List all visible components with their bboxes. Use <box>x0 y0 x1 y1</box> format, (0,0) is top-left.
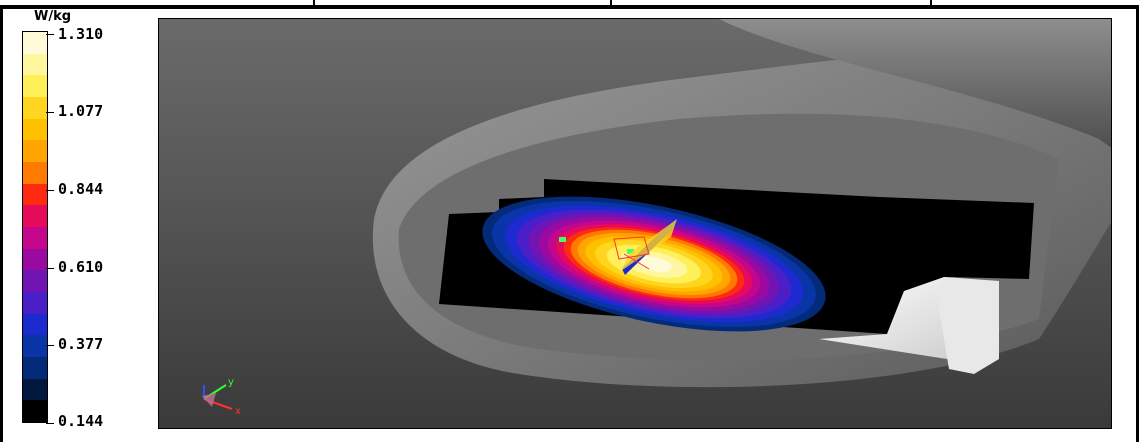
sar-3d-viewport[interactable]: x y <box>158 18 1112 429</box>
legend-tick <box>46 423 54 424</box>
legend-color-step <box>23 357 47 379</box>
legend-color-step <box>23 97 47 119</box>
legend-color-step <box>23 313 47 336</box>
table-divider <box>610 0 612 7</box>
legend-color-step <box>23 335 47 358</box>
legend-color-step <box>23 162 47 184</box>
table-border-top <box>0 0 1139 10</box>
legend-tick <box>46 345 54 346</box>
table-rule <box>0 5 1139 9</box>
legend-color-step <box>23 378 47 401</box>
legend-tick-label: 0.844 <box>58 180 104 198</box>
probe-marker <box>627 249 634 254</box>
legend-color-step <box>23 205 47 228</box>
legend-tick-label: 1.077 <box>58 102 104 120</box>
legend-color-step <box>23 118 47 141</box>
device-antenna <box>613 219 677 275</box>
legend-tick <box>46 112 54 113</box>
table-divider <box>313 0 315 7</box>
legend-tick-label: 0.610 <box>58 258 104 276</box>
legend-color-step <box>23 270 47 293</box>
axis-triad: x y <box>202 377 241 417</box>
legend-color-step <box>23 292 47 314</box>
legend-color-step <box>23 248 47 271</box>
legend-color-step <box>23 227 47 249</box>
phantom-edge <box>939 277 999 374</box>
legend-tick-label: 0.144 <box>58 412 104 430</box>
axis-y-label: y <box>228 377 234 388</box>
phantom-head-surface <box>719 19 1111 148</box>
legend-color-step <box>23 75 47 98</box>
legend-tick <box>46 190 54 191</box>
sar-hotspot <box>482 196 826 332</box>
legend-tick-label: 1.310 <box>58 25 104 43</box>
legend-color-step <box>23 53 47 76</box>
legend-tick <box>46 268 54 269</box>
table-divider <box>930 0 932 7</box>
probe-marker <box>559 237 566 242</box>
legend-color-step <box>23 140 47 163</box>
axis-x-label: x <box>235 406 241 417</box>
legend-color-step <box>23 32 47 54</box>
frame-left-border <box>0 5 3 442</box>
legend-unit: W/kg <box>34 9 72 24</box>
color-scale-bar <box>22 31 48 423</box>
legend-tick-label: 0.377 <box>58 335 104 353</box>
frame-right-border <box>1136 5 1139 442</box>
legend-color-step <box>23 183 47 206</box>
legend-tick <box>46 34 54 35</box>
legend-color-step <box>23 400 47 423</box>
phantom-render: x y <box>202 19 1111 417</box>
